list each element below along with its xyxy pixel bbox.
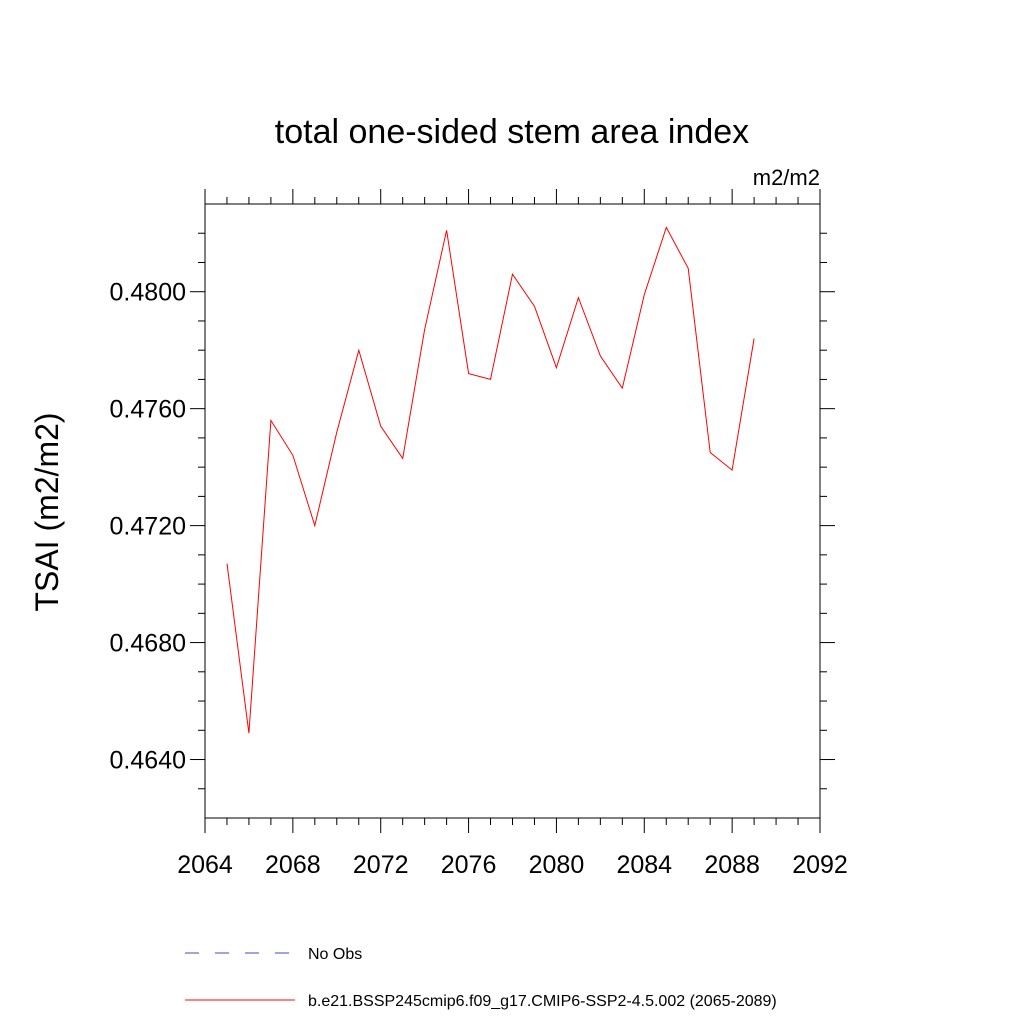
x-tick-label: 2084 xyxy=(616,851,672,879)
x-tick-label: 2076 xyxy=(441,851,497,879)
legend-label-no-obs: No Obs xyxy=(308,946,362,963)
x-tick-label: 2064 xyxy=(177,851,233,879)
units-label: m2/m2 xyxy=(753,165,820,190)
x-tick-label: 2072 xyxy=(353,851,409,879)
x-tick-label: 2088 xyxy=(704,851,760,879)
series-line xyxy=(226,226,755,734)
x-tick-label: 2068 xyxy=(265,851,321,879)
x-tick-labels: 2064 2068 2072 2076 2080 2084 2088 2092 xyxy=(177,851,848,879)
y-tick-label: 0.4720 xyxy=(110,513,186,541)
y-tick-label: 0.4640 xyxy=(110,747,186,775)
y-tick-label: 0.4760 xyxy=(110,396,186,424)
x-tick-label: 2080 xyxy=(529,851,585,879)
plot-frame xyxy=(204,203,821,819)
chart-title: total one-sided stem area index xyxy=(275,113,749,151)
y-tick-label: 0.4800 xyxy=(110,279,186,307)
x-tick-label: 2092 xyxy=(792,851,848,879)
series-group xyxy=(226,226,755,734)
legend-label-model: b.e21.BSSP245cmip6.f09_g17.CMIP6-SSP2-4.… xyxy=(308,993,777,1010)
y-tick-label: 0.4680 xyxy=(110,630,186,658)
axis-ticks xyxy=(190,189,835,833)
y-tick-labels: 0.4640 0.4680 0.4720 0.4760 0.4800 xyxy=(110,279,186,775)
y-axis-label: TSAI (m2/m2) xyxy=(29,412,65,611)
legend: No Obs b.e21.BSSP245cmip6.f09_g17.CMIP6-… xyxy=(185,946,777,1010)
